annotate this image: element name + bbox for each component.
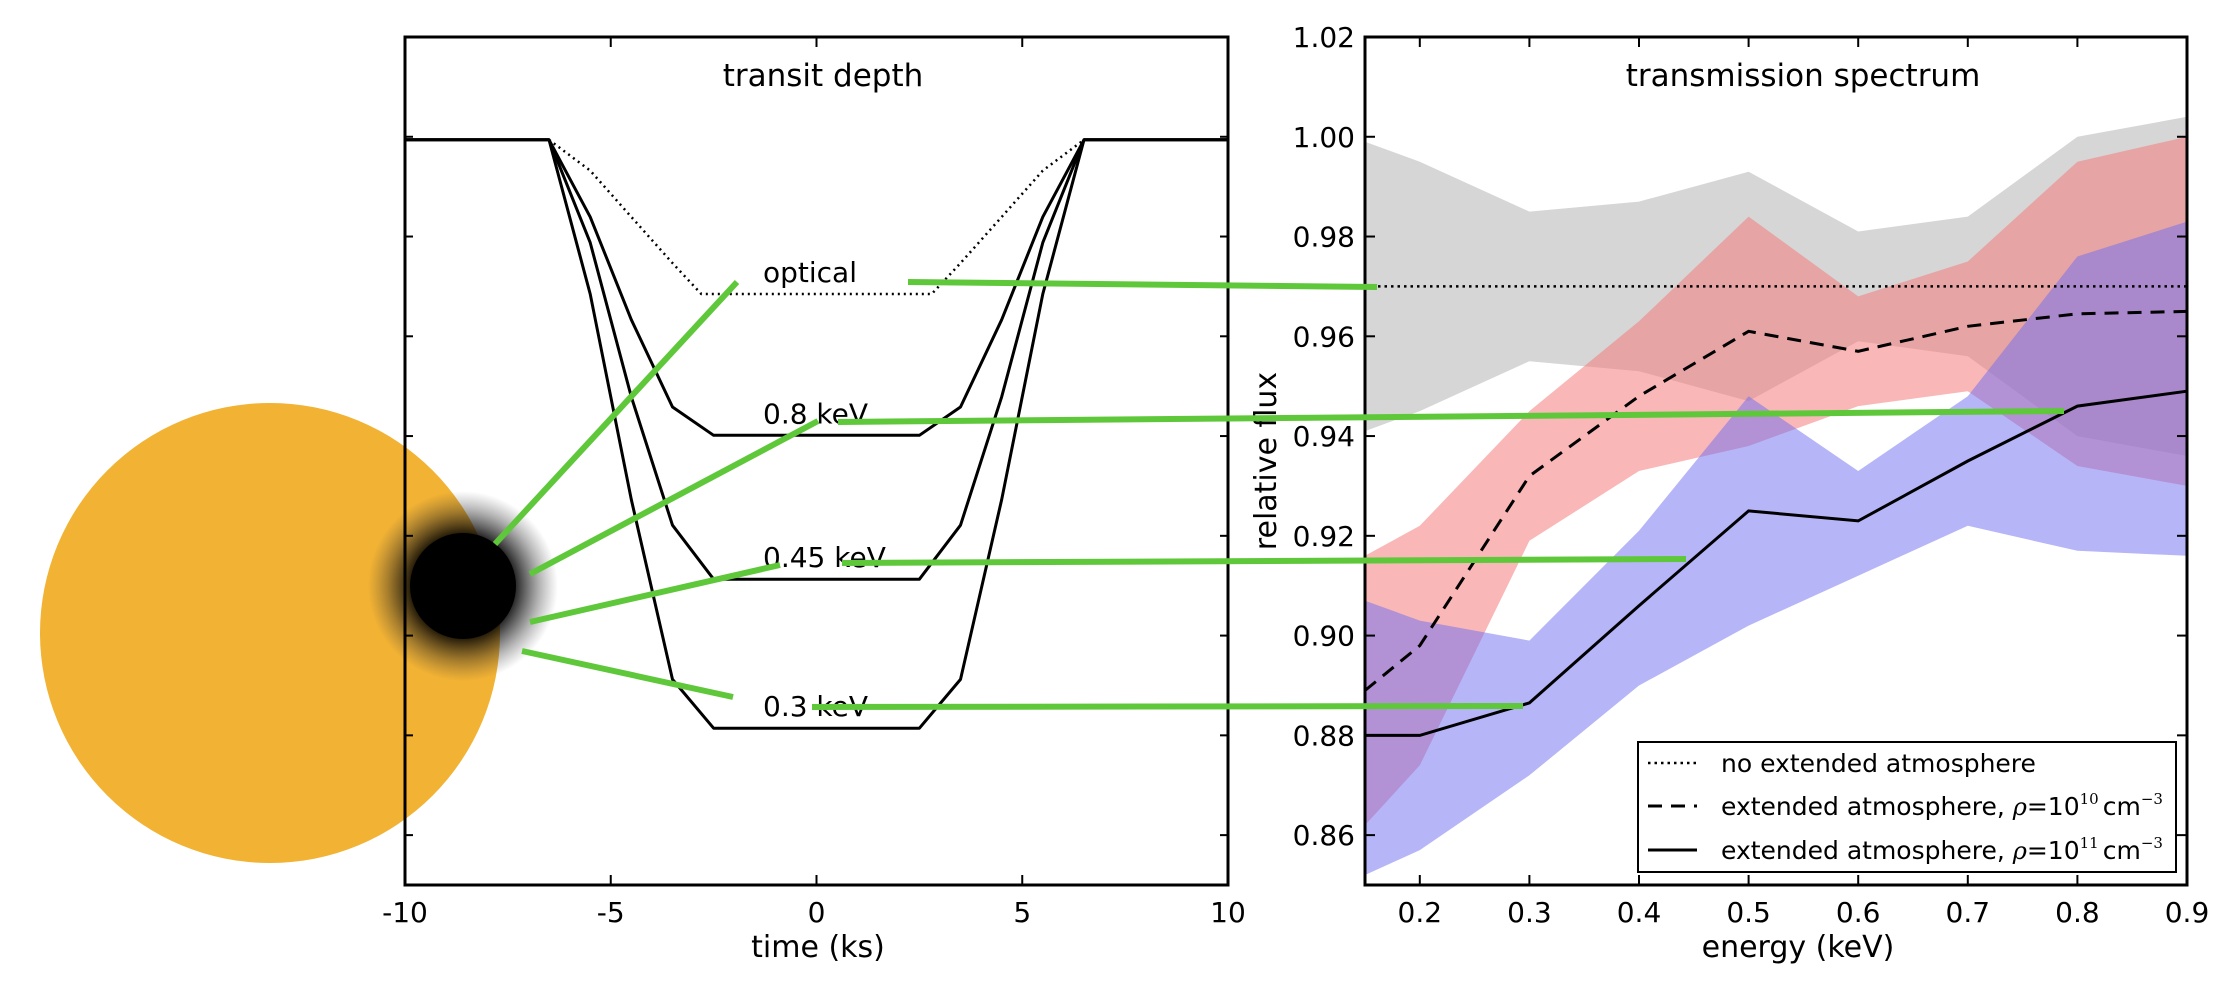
spectrum-line-1 bbox=[1364, 309, 2188, 692]
connector-planet-to-045kev bbox=[529, 562, 781, 625]
legend-box bbox=[1637, 741, 2177, 873]
transit-depth-title: transit depth bbox=[723, 58, 924, 94]
transmission-spectrum-title: transmission spectrum bbox=[1626, 58, 1981, 94]
x-tick-label: 0.5 bbox=[1726, 896, 1771, 929]
transit-curve-0-45-kev bbox=[405, 138, 1228, 581]
transmission-spectrum-xlabel: energy (keV) bbox=[1702, 930, 1895, 965]
y-tick-label: 0.86 bbox=[1293, 819, 1355, 852]
illustration bbox=[40, 403, 558, 863]
transmission-spectrum-panel: transmission spectrum 0.2 0.3 0.4 0.5 0.6 0.7… bbox=[1249, 21, 2209, 965]
transit-curve-0-8-kev bbox=[405, 138, 1228, 437]
y-tick-label: 1.00 bbox=[1293, 121, 1355, 154]
connector-lines bbox=[492, 279, 2065, 710]
x-tick-label: 0.8 bbox=[2055, 896, 2100, 929]
connector-optical-to-spectrum bbox=[907, 279, 1378, 290]
uncertainty-band-2 bbox=[1365, 221, 2187, 876]
spectrum-line-2 bbox=[1365, 389, 2188, 737]
y-tick-label: 0.94 bbox=[1293, 420, 1355, 453]
x-tick-label: -5 bbox=[597, 896, 625, 929]
legend-label-no-atmosphere: no extended atmosphere bbox=[1721, 749, 2036, 778]
x-tick-label: 0.4 bbox=[1617, 896, 1662, 929]
x-tick-label: 0.3 bbox=[1507, 896, 1552, 929]
transit-depth-curves bbox=[405, 138, 1228, 730]
y-tick-label: 0.98 bbox=[1293, 221, 1355, 254]
planet bbox=[410, 533, 516, 639]
x-tick-label: -10 bbox=[382, 896, 428, 929]
connector-03kev-to-spectrum bbox=[811, 703, 1524, 710]
transit-curve-0-3-kev bbox=[405, 138, 1228, 730]
legend-label-rho10: extended atmosphere, ρ=1010 cm−3 bbox=[1721, 790, 2163, 821]
y-tick-label: 1.02 bbox=[1293, 21, 1355, 54]
x-tick-label: 0.2 bbox=[1398, 896, 1443, 929]
transit-depth-xlabel: time (ks) bbox=[751, 930, 885, 965]
transit-depth-axes-frame bbox=[403, 35, 1230, 887]
transmission-spectrum-axes-frame bbox=[1363, 35, 2189, 887]
star bbox=[40, 403, 500, 863]
connector-08kev-to-spectrum bbox=[837, 408, 2065, 425]
transmission-spectrum-ylabel: relative flux bbox=[1249, 372, 1284, 550]
x-tick-label: 0.9 bbox=[2165, 896, 2210, 929]
transit-curve-optical bbox=[405, 138, 1228, 296]
transmission-spectrum-ticks: 0.2 0.3 0.4 0.5 0.6 0.7 0.8 0.9 0.86 0.88 0.90 0.92… bbox=[1293, 21, 2210, 929]
x-tick-label: 0.7 bbox=[1946, 896, 1991, 929]
x-tick-label: 5 bbox=[1013, 896, 1031, 929]
y-tick-label: 0.96 bbox=[1293, 320, 1355, 353]
y-tick-label: 0.92 bbox=[1293, 520, 1355, 553]
transit-depth-ticks: -10 -5 0 5 10 bbox=[382, 37, 1246, 929]
x-tick-label: 0.6 bbox=[1836, 896, 1881, 929]
legend: no extended atmosphere extended atmosphe… bbox=[1637, 741, 2177, 873]
legend-label-rho11: extended atmosphere, ρ=1011 cm−3 bbox=[1721, 834, 2163, 865]
connector-planet-to-08kev bbox=[528, 418, 820, 577]
transmission-spectrum-lines bbox=[1364, 285, 2188, 737]
uncertainty-band-1 bbox=[1365, 136, 2187, 826]
y-tick-label: 0.90 bbox=[1293, 620, 1355, 653]
transit-curve-label: 0.45 keV bbox=[763, 541, 886, 574]
x-tick-label: 0 bbox=[808, 896, 826, 929]
transit-curve-label: optical bbox=[763, 256, 857, 289]
x-tick-label: 10 bbox=[1210, 896, 1246, 929]
connector-planet-to-03kev bbox=[521, 648, 734, 700]
y-tick-label: 0.88 bbox=[1293, 719, 1355, 752]
connector-planet-to-optical bbox=[492, 279, 740, 547]
connector-045kev-to-spectrum bbox=[841, 556, 1687, 566]
